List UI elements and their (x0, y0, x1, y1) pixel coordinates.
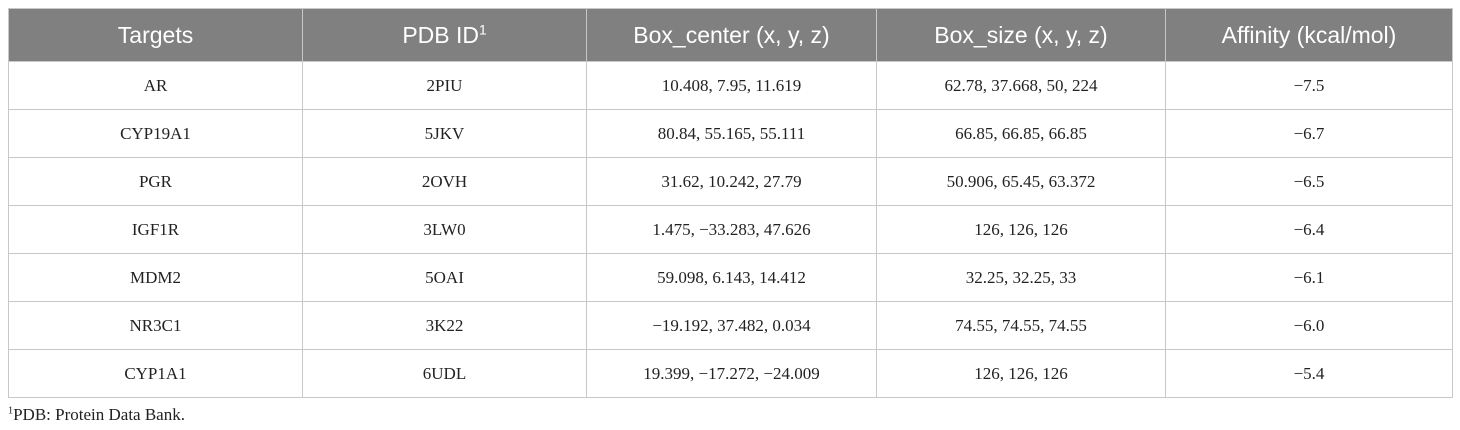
table-cell: 3K22 (302, 301, 587, 350)
table-cell: 66.85, 66.85, 66.85 (876, 109, 1166, 158)
table-row: PGR 2OVH 31.62, 10.242, 27.79 50.906, 65.45… (8, 157, 1453, 206)
table-cell: 126, 126, 126 (876, 349, 1166, 398)
table-cell: CYP1A1 (8, 349, 303, 398)
header-text: Affinity (kcal/mol) (1221, 21, 1397, 48)
table-cell: 50.906, 65.45, 63.372 (876, 157, 1166, 206)
table-body: AR 2PIU 10.408, 7.95, 11.619 62.78, 37.668,… (8, 61, 1453, 398)
header-superscript: 1 (479, 21, 487, 37)
table-cell: 5JKV (302, 109, 587, 158)
footnote-text: PDB: Protein Data Bank. (13, 405, 185, 424)
table-cell: 62.78, 37.668, 50, 224 (876, 61, 1166, 110)
table-cell: MDM2 (8, 253, 303, 302)
table-cell: 10.408, 7.95, 11.619 (586, 61, 877, 110)
header-text: PDB ID (402, 21, 479, 48)
table-cell: −6.7 (1165, 109, 1453, 158)
table-cell: 6UDL (302, 349, 587, 398)
table-row: MDM2 5OAI 59.098, 6.143, 14.412 32.25, 32.2… (8, 253, 1453, 302)
table-cell: 31.62, 10.242, 27.79 (586, 157, 877, 206)
header-cell: PDB ID1 (302, 8, 587, 62)
table-row: NR3C1 3K22 −19.192, 37.482, 0.034 74.55, 74… (8, 301, 1453, 350)
table-cell: AR (8, 61, 303, 110)
table-cell: 74.55, 74.55, 74.55 (876, 301, 1166, 350)
header-cell: Targets (8, 8, 303, 62)
table-cell: 59.098, 6.143, 14.412 (586, 253, 877, 302)
table-cell: −19.192, 37.482, 0.034 (586, 301, 877, 350)
table-cell: 126, 126, 126 (876, 205, 1166, 254)
table-cell: −7.5 (1165, 61, 1453, 110)
table-cell: −6.1 (1165, 253, 1453, 302)
table-cell: −6.0 (1165, 301, 1453, 350)
table-cell: 32.25, 32.25, 33 (876, 253, 1166, 302)
table-cell: 3LW0 (302, 205, 587, 254)
table-cell: 5OAI (302, 253, 587, 302)
table-cell: NR3C1 (8, 301, 303, 350)
table-cell: 19.399, −17.272, −24.009 (586, 349, 877, 398)
table-cell: 2PIU (302, 61, 587, 110)
table-cell: 80.84, 55.165, 55.111 (586, 109, 877, 158)
header-row: Targets PDB ID1 Box_center (x, y, z) Box_si… (8, 8, 1453, 62)
header-text: Box_center (x, y, z) (633, 21, 830, 48)
table-row: AR 2PIU 10.408, 7.95, 11.619 62.78, 37.668,… (8, 61, 1453, 110)
header-cell: Affinity (kcal/mol) (1165, 8, 1453, 62)
table-row: CYP1A1 6UDL 19.399, −17.272, −24.009 126, 1… (8, 349, 1453, 398)
header-text: Box_size (x, y, z) (934, 21, 1108, 48)
table-cell: 1.475, −33.283, 47.626 (586, 205, 877, 254)
header-cell: Box_size (x, y, z) (876, 8, 1166, 62)
header-text: Targets (117, 21, 194, 48)
table-cell: CYP19A1 (8, 109, 303, 158)
table-cell: −6.5 (1165, 157, 1453, 206)
table-cell: −5.4 (1165, 349, 1453, 398)
table-cell: −6.4 (1165, 205, 1453, 254)
table-row: IGF1R 3LW0 1.475, −33.283, 47.626 126, 126,… (8, 205, 1453, 254)
table-cell: 2OVH (302, 157, 587, 206)
footnote: 1PDB: Protein Data Bank. (8, 405, 185, 425)
data-table: Targets PDB ID1 Box_center (x, y, z) Box_si… (8, 8, 1453, 398)
footnote-marker: 1 (8, 405, 14, 417)
table-cell: IGF1R (8, 205, 303, 254)
table-cell: PGR (8, 157, 303, 206)
header-cell: Box_center (x, y, z) (586, 8, 877, 62)
table-row: CYP19A1 5JKV 80.84, 55.165, 55.111 66.85, 6… (8, 109, 1453, 158)
